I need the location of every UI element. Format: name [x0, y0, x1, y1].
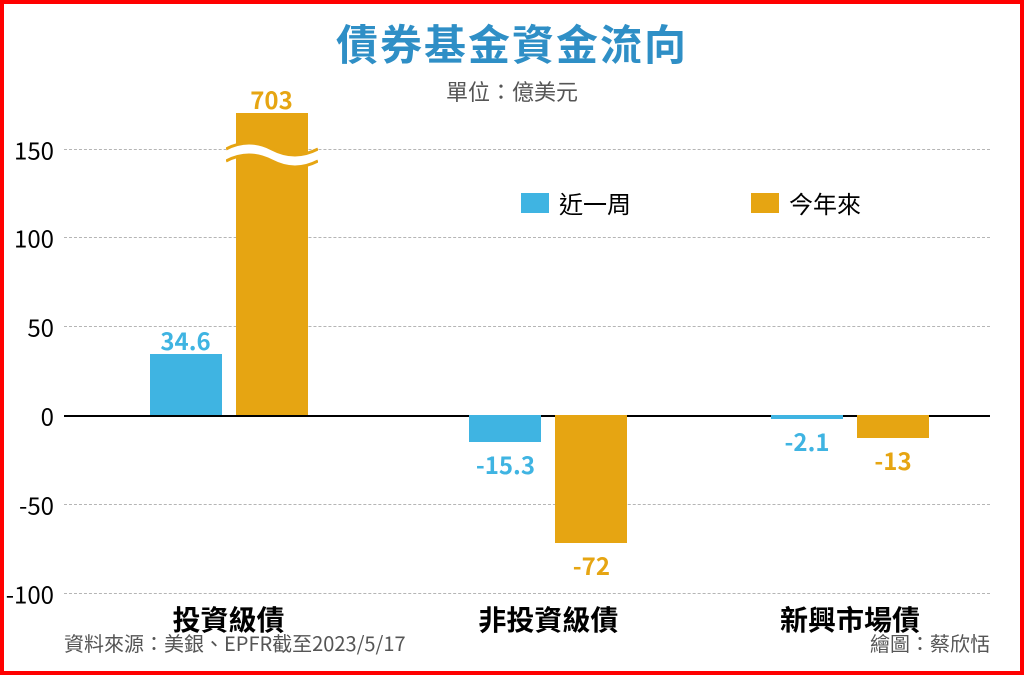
- legend-item: 近一周: [521, 185, 631, 220]
- bar: [771, 415, 843, 419]
- bar-value-label: -13: [874, 442, 911, 477]
- bar: [469, 415, 541, 442]
- gridline: [64, 237, 990, 238]
- gridline: [64, 504, 990, 505]
- bar-value-label: -72: [573, 547, 610, 582]
- y-tick-label: 100: [14, 220, 64, 255]
- y-tick-label: 50: [27, 309, 64, 344]
- bar-value-label: 703: [250, 81, 292, 116]
- chart-frame: 債券基金資金流向 單位：億美元 -100-5005010015034.6703 …: [0, 0, 1024, 675]
- bar: [857, 415, 929, 438]
- chart-subtitle: 單位：億美元: [24, 75, 1000, 107]
- bar: [555, 415, 627, 543]
- legend-item: 今年來: [751, 185, 861, 220]
- bar-value-label: -15.3: [476, 446, 535, 481]
- bar: [236, 113, 308, 415]
- bar-value-label: 34.6: [160, 322, 210, 357]
- legend: 近一周 今年來: [521, 185, 861, 220]
- y-tick-label: 0: [41, 398, 64, 433]
- footer-credit: 繪圖：蔡欣恬: [870, 628, 990, 657]
- chart-title: 債券基金資金流向: [24, 12, 1000, 73]
- legend-label: 近一周: [559, 185, 631, 220]
- gridline: [64, 593, 990, 594]
- chart-footer: 資料來源：美銀、EPFR截至2023/5/17 繪圖：蔡欣恬: [64, 628, 990, 657]
- legend-swatch: [521, 193, 549, 213]
- y-tick-label: -50: [19, 487, 64, 522]
- plot-area: -100-5005010015034.6703 -15.3-72-2.1-13投…: [64, 113, 990, 593]
- y-tick-label: 150: [14, 131, 64, 166]
- gridline: [64, 149, 990, 150]
- y-tick-label: -100: [6, 576, 64, 611]
- footer-source: 資料來源：美銀、EPFR截至2023/5/17: [64, 628, 406, 657]
- legend-label: 今年來: [789, 185, 861, 220]
- bar-value-label: -2.1: [785, 423, 830, 458]
- legend-swatch: [751, 193, 779, 213]
- bar: [150, 354, 222, 416]
